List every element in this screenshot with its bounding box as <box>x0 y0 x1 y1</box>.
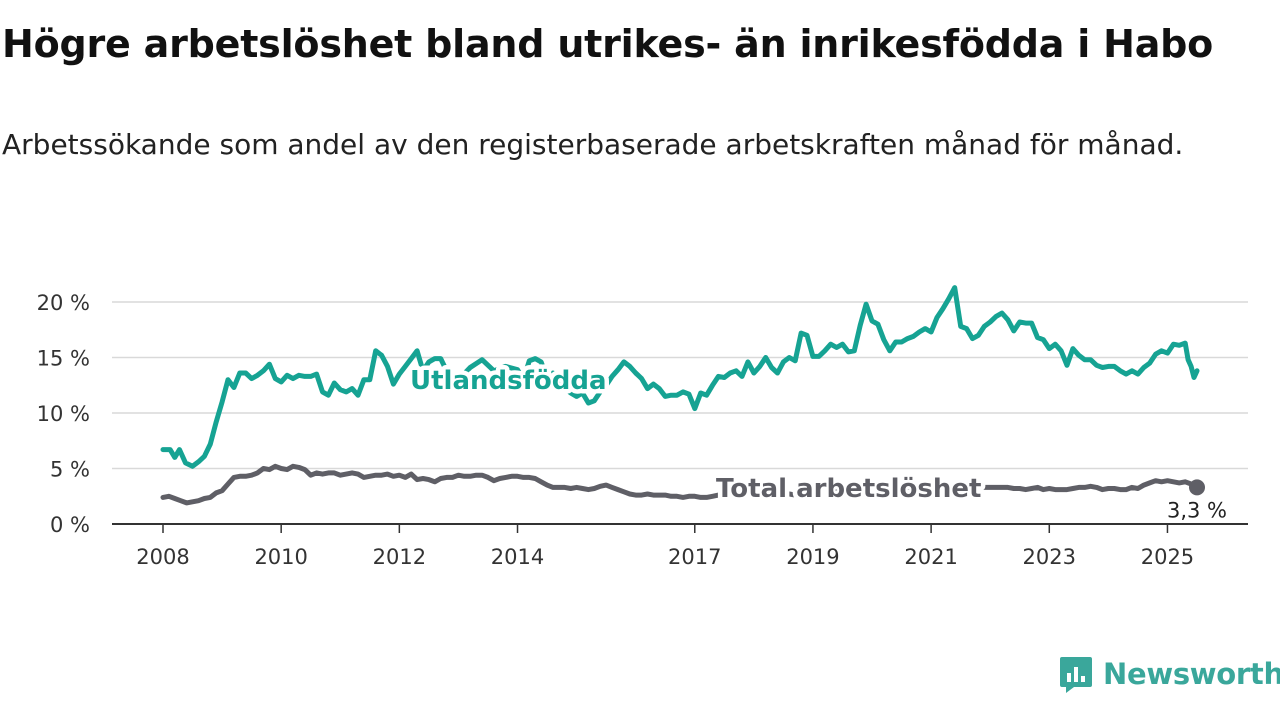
grid-lines <box>112 301 1248 470</box>
x-tick-label: 2025 <box>1141 545 1194 569</box>
y-tick-label: 0 % <box>50 513 90 537</box>
y-tick-label: 15 % <box>37 347 90 371</box>
series-line-utlandsfodda <box>160 285 1200 469</box>
series-lines <box>160 285 1200 506</box>
series-end-marker <box>1189 479 1205 496</box>
x-tick-label: 2008 <box>136 545 189 569</box>
x-tick-label: 2012 <box>373 545 426 569</box>
series-labels: Utlandsfödda Total arbetslöshet 3,3 % <box>406 362 1231 526</box>
y-tick-label: 10 % <box>37 402 90 426</box>
chart-subtitle: Arbetssökande som andel av den registerb… <box>2 128 1184 161</box>
newsworthy-logo: Newsworthy <box>1058 654 1280 694</box>
brand-name: Newsworthy <box>1103 657 1280 691</box>
chart-title: Högre arbetslöshet bland utrikes- än inr… <box>2 22 1214 66</box>
x-tick-label: 2021 <box>904 545 957 569</box>
y-tick-label: 20 % <box>37 291 90 315</box>
x-tick-label: 2014 <box>491 545 544 569</box>
series-end-value-label: 3,3 % <box>1167 498 1227 522</box>
series-label-utlandsfodda: Utlandsfödda <box>410 366 607 396</box>
x-tick-label: 2010 <box>254 545 307 569</box>
x-tick-label: 2023 <box>1023 545 1076 569</box>
y-tick-label: 5 % <box>50 458 90 482</box>
series-label-total: Total arbetslöshet <box>716 474 981 504</box>
newsworthy-logo-icon <box>1060 657 1092 693</box>
x-tick-label: 2019 <box>786 545 839 569</box>
x-tick-label: 2017 <box>668 545 721 569</box>
series-line-total <box>160 463 1200 506</box>
axes: 0 % 5 % 10 % 15 % 20 % 2008 2010 2012 2014 2017 20… <box>37 291 1248 569</box>
